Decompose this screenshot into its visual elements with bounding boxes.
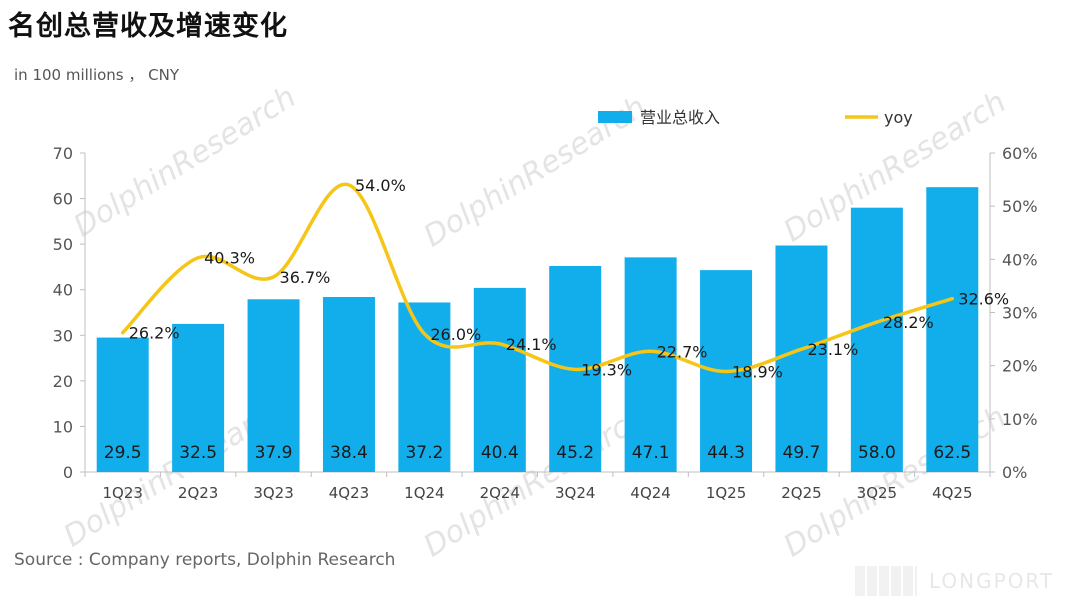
x-tick-label: 2Q25 [781, 484, 821, 502]
revenue-bar [398, 302, 451, 472]
chart-title: 名创总营收及增速变化 [8, 11, 288, 42]
y-left-tick-label: 20 [53, 372, 73, 391]
legend-swatch-bar [598, 111, 632, 123]
bar-value-label: 47.1 [632, 443, 670, 463]
y-left-tick-label: 10 [53, 417, 73, 436]
yoy-value-label: 23.1% [807, 340, 858, 359]
bar-value-label: 40.4 [481, 443, 519, 463]
revenue-bar [850, 207, 903, 472]
x-tick-label: 1Q25 [706, 484, 746, 502]
y-left-tick-label: 70 [53, 144, 73, 163]
y-right-tick-label: 20% [1002, 357, 1038, 376]
revenue-bar [775, 245, 828, 472]
revenue-bar [172, 323, 225, 472]
revenue-bar [926, 187, 979, 472]
bar-series [96, 187, 979, 472]
x-tick-label: 1Q23 [102, 484, 142, 502]
bar-value-label: 37.9 [255, 443, 293, 463]
yoy-value-label: 28.2% [883, 313, 934, 332]
longport-logo: LONGPORT [855, 566, 1054, 596]
bar-value-label: 37.2 [405, 443, 443, 463]
bar-value-label: 38.4 [330, 443, 368, 463]
line-series [120, 182, 955, 374]
x-tick-label: 1Q24 [404, 484, 444, 502]
y-right-tick-label: 0% [1002, 463, 1027, 482]
bar-value-label: 49.7 [783, 443, 821, 463]
yoy-value-label: 32.6% [958, 290, 1009, 309]
bar-value-label: 58.0 [858, 443, 896, 463]
y-right-tick-label: 60% [1002, 144, 1038, 163]
source-note: Source : Company reports, Dolphin Resear… [14, 550, 396, 570]
data-labels: 29.5 32.5 37.9 38.4 37.2 40.4 45.2 47.1 44.3 49.7… [104, 176, 1009, 463]
yoy-value-label: 26.2% [129, 324, 180, 343]
chart-axes: 0 10 20 30 40 50 60 70 0% 10% 20% 30% 40% 50% 60% 1Q23 2… [53, 144, 1038, 502]
yoy-value-label: 18.9% [732, 363, 783, 382]
yoy-value-label: 54.0% [355, 176, 406, 195]
bar-value-label: 44.3 [707, 443, 745, 463]
x-tick-label: 3Q23 [253, 484, 293, 502]
revenue-bar [624, 257, 677, 472]
longport-logo-mark [855, 566, 917, 596]
x-tick-label: 3Q25 [857, 484, 897, 502]
revenue-bar [322, 297, 375, 472]
bar-value-label: 32.5 [179, 443, 217, 463]
x-tick-label: 4Q23 [329, 484, 369, 502]
yoy-value-label: 40.3% [204, 249, 255, 268]
revenue-bar [473, 287, 526, 472]
yoy-line [120, 182, 955, 374]
longport-logo-text: LONGPORT [929, 569, 1055, 593]
y-right-tick-label: 10% [1002, 410, 1038, 429]
yoy-value-label: 26.0% [430, 325, 481, 344]
yoy-value-label: 24.1% [506, 335, 557, 354]
yoy-value-label: 36.7% [280, 268, 331, 287]
x-tick-label: 4Q25 [932, 484, 972, 502]
legend-label-line: yoy [884, 108, 913, 127]
y-right-tick-label: 40% [1002, 250, 1038, 269]
revenue-bar [247, 299, 300, 472]
y-left-tick-label: 40 [53, 281, 73, 300]
revenue-bar [96, 337, 149, 472]
yoy-value-label: 19.3% [581, 360, 632, 379]
x-tick-label: 2Q24 [480, 484, 520, 502]
legend-label-bar: 营业总收入 [640, 108, 720, 127]
yoy-value-label: 22.7% [657, 342, 708, 361]
watermark-text: DolphinResearch [418, 400, 653, 565]
x-tick-label: 3Q24 [555, 484, 595, 502]
bar-value-label: 45.2 [556, 443, 594, 463]
y-left-tick-label: 0 [63, 463, 73, 482]
legend: 营业总收入 yoy [598, 108, 913, 127]
bar-value-label: 62.5 [933, 443, 971, 463]
x-tick-label: 4Q24 [630, 484, 670, 502]
watermark-text: DolphinResearch [68, 80, 303, 245]
y-left-tick-label: 60 [53, 190, 73, 209]
unit-label: in 100 millions ， CNY [14, 66, 180, 84]
y-left-tick-label: 30 [53, 326, 73, 345]
y-left-tick-label: 50 [53, 235, 73, 254]
x-tick-label: 2Q23 [178, 484, 218, 502]
y-right-tick-label: 50% [1002, 197, 1038, 216]
bar-value-label: 29.5 [104, 443, 142, 463]
y-right-tick-label: 30% [1002, 304, 1038, 323]
